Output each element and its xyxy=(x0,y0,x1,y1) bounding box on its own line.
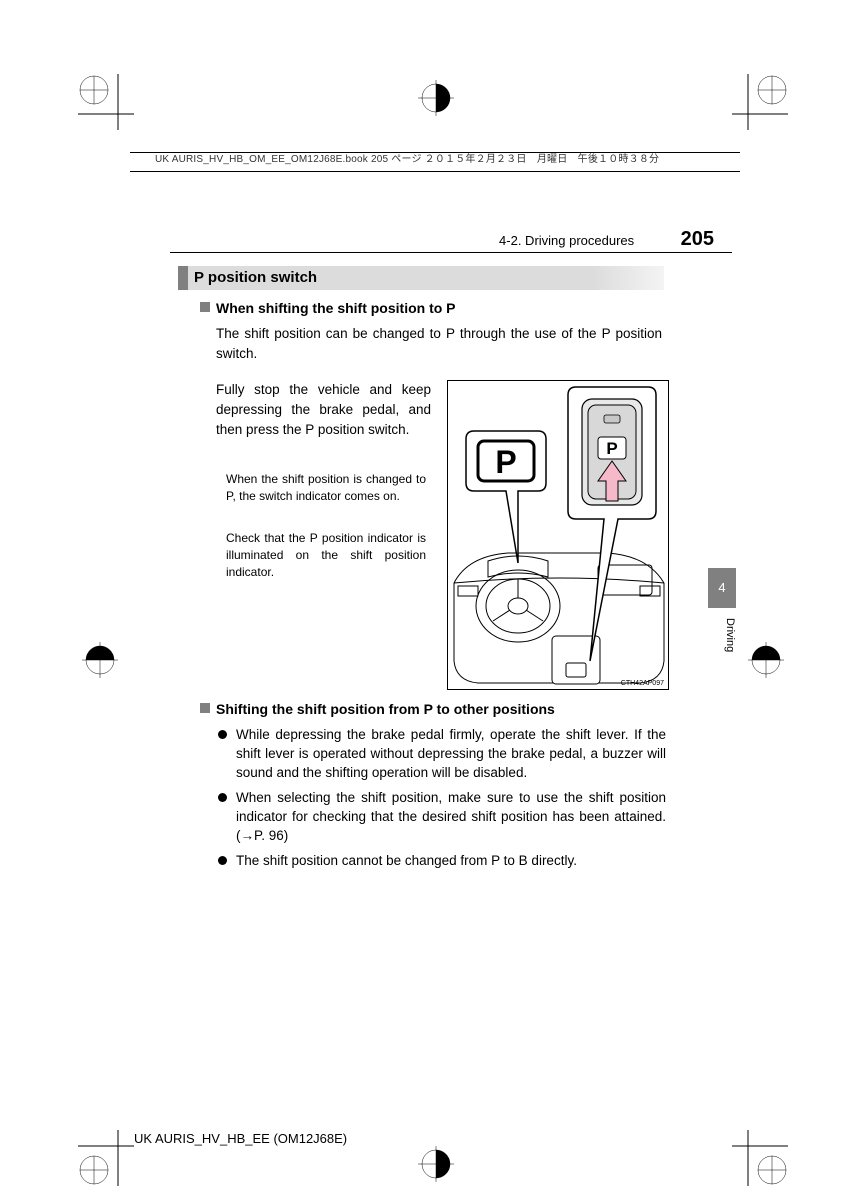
list-item-text: The shift position cannot be changed fro… xyxy=(236,853,577,868)
subheading-text: Shifting the shift position from P to ot… xyxy=(216,701,555,717)
callout-left-letter: P xyxy=(495,444,516,480)
crop-mark-tl xyxy=(78,74,134,130)
list-item: The shift position cannot be changed fro… xyxy=(218,851,666,870)
reg-target-top xyxy=(418,80,454,116)
dashboard-illustration: P P CTH42AP097 xyxy=(447,380,669,690)
chapter-tab: 4 xyxy=(708,568,736,608)
list-item: When selecting the shift position, make … xyxy=(218,788,666,845)
page-number: 205 xyxy=(681,228,714,251)
running-head: 4-2. Driving procedures 205 xyxy=(499,228,714,251)
section-label: 4-2. Driving procedures xyxy=(499,233,634,248)
subheading-shift-to-p: When shifting the shift position to P xyxy=(200,300,456,316)
manual-page: UK AURIS_HV_HB_OM_EE_OM12J68E.book 205 ペ… xyxy=(0,0,848,1200)
subheading-shift-from-p: Shifting the shift position from P to ot… xyxy=(200,701,555,717)
reg-target-right xyxy=(748,642,784,678)
intro-paragraph: The shift position can be changed to P t… xyxy=(216,324,662,364)
crop-mark-br xyxy=(732,1130,788,1186)
square-bullet-icon xyxy=(200,302,210,312)
note-check-indicator: Check that the P position indicator is i… xyxy=(226,530,426,581)
footer-doc-id: UK AURIS_HV_HB_EE (OM12J68E) xyxy=(134,1131,347,1146)
subheading-text: When shifting the shift position to P xyxy=(216,300,456,316)
reg-target-left xyxy=(82,642,118,678)
instruction-paragraph: Fully stop the vehicle and keep depressi… xyxy=(216,380,431,440)
dot-bullet-icon xyxy=(218,856,227,865)
note-indicator-on: When the shift position is changed to P,… xyxy=(226,471,426,505)
section-title-bar: P position switch xyxy=(178,266,664,290)
list-item: While depressing the brake pedal firmly,… xyxy=(218,725,666,782)
bullet-list: While depressing the brake pedal firmly,… xyxy=(218,725,666,876)
square-bullet-icon xyxy=(200,703,210,713)
callout-right: P xyxy=(568,387,656,661)
crop-mark-tr xyxy=(732,74,788,130)
illustration-svg: P P xyxy=(448,381,670,691)
dot-bullet-icon xyxy=(218,793,227,802)
list-item-text: While depressing the brake pedal firmly,… xyxy=(236,727,666,780)
callout-left: P xyxy=(466,431,546,563)
book-meta-line: UK AURIS_HV_HB_OM_EE_OM12J68E.book 205 ペ… xyxy=(155,150,659,165)
chapter-tab-label: Driving xyxy=(708,618,736,652)
list-item-text: When selecting the shift position, make … xyxy=(236,790,666,843)
crop-mark-bl xyxy=(78,1130,134,1186)
reg-target-bottom xyxy=(418,1146,454,1182)
running-rule xyxy=(170,252,732,253)
callout-right-letter: P xyxy=(606,439,617,458)
dot-bullet-icon xyxy=(218,730,227,739)
illustration-code: CTH42AP097 xyxy=(621,680,664,687)
